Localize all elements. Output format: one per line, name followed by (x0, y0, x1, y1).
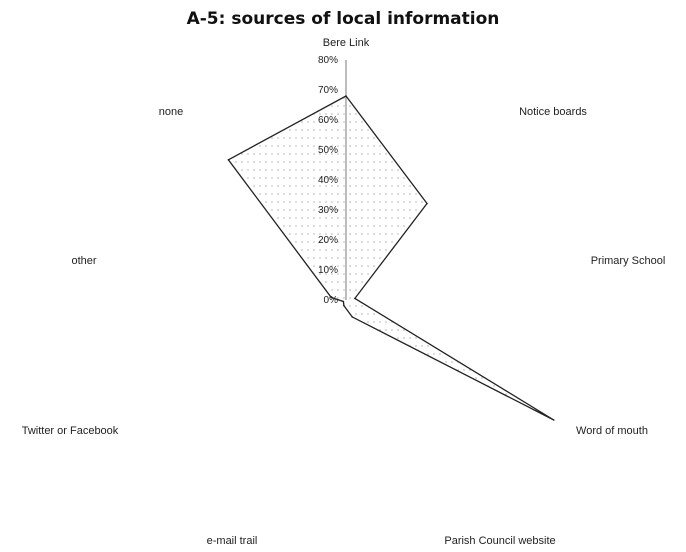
tick-label: 80% (318, 55, 338, 66)
data-point-7 (342, 300, 345, 303)
tick-label: 30% (318, 205, 338, 216)
category-label: e-mail trail (207, 535, 258, 547)
tick-label: 20% (318, 235, 338, 246)
tick-label: 40% (318, 175, 338, 186)
plot-area: 0% 10% 20% 30% 40% 50% 60% 70% 80% Bere Link Notic… (22, 37, 666, 547)
category-label: Twitter or Facebook (22, 425, 119, 437)
data-point-2 (426, 202, 428, 205)
data-point-5 (351, 316, 354, 318)
tick-label: 0% (324, 295, 339, 306)
data-point-9 (227, 159, 230, 161)
category-label: none (159, 106, 183, 118)
tick-label: 70% (318, 85, 338, 96)
category-label: Word of mouth (576, 425, 648, 437)
category-label: Primary School (591, 255, 666, 267)
chart-title: A-5: sources of local information (187, 9, 500, 29)
category-label: Notice boards (519, 106, 587, 118)
category-label: other (71, 255, 96, 267)
tick-label: 50% (318, 145, 338, 156)
tick-label: 10% (318, 265, 338, 276)
data-point-8 (330, 296, 333, 299)
data-point-4 (553, 419, 555, 421)
category-label: Parish Council website (444, 535, 555, 547)
tick-label: 60% (318, 115, 338, 126)
series-outline (227, 95, 555, 421)
data-point-6 (343, 304, 345, 307)
category-label: Bere Link (323, 37, 370, 49)
data-point-3 (354, 297, 356, 300)
series-area (228, 96, 554, 420)
